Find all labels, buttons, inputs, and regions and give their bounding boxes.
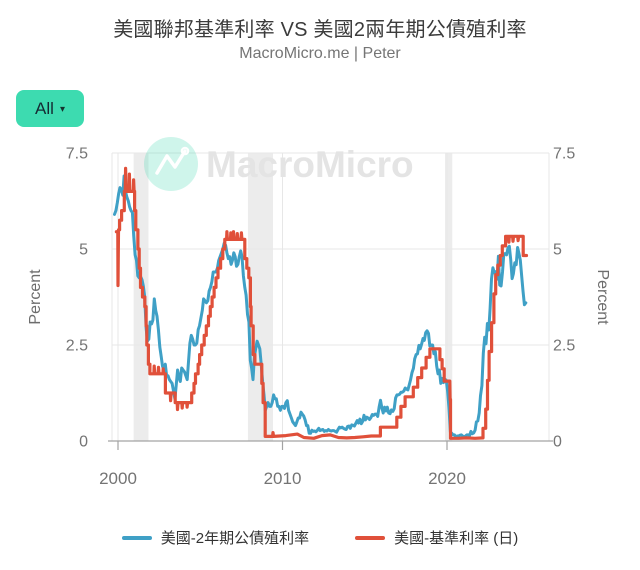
svg-text:2020: 2020 (428, 469, 466, 488)
y-axis-label-right: Percent (594, 269, 611, 325)
svg-text:7.5: 7.5 (66, 146, 88, 163)
svg-text:2000: 2000 (99, 469, 137, 488)
svg-text:7.5: 7.5 (553, 146, 575, 163)
chevron-down-icon: ▾ (59, 104, 65, 115)
y-axis-label-left: Percent (27, 269, 44, 325)
page-title: 美國聯邦基準利率 VS 美國2兩年期公債殖利率 (113, 19, 527, 41)
legend-item-2y-yield[interactable]: 美國-2年期公債殖利率 (121, 527, 310, 548)
legend-item-fed-rate[interactable]: 美國-基準利率 (日) (355, 527, 518, 548)
series-fed-rate-line (114, 166, 529, 440)
watermark-text: MacroMicro (206, 144, 414, 185)
legend: 美國-2年期公債殖利率 美國-基準利率 (日) (0, 527, 640, 548)
time-range-dropdown[interactable]: All ▾ (16, 90, 84, 127)
legend-label-2y-yield: 美國-2年期公債殖利率 (160, 530, 310, 547)
svg-text:0: 0 (79, 434, 88, 451)
svg-text:2.5: 2.5 (66, 338, 88, 355)
svg-text:2.5: 2.5 (553, 338, 575, 355)
svg-text:2010: 2010 (264, 469, 302, 488)
time-range-label: All (35, 98, 54, 118)
legend-swatch-fed-rate (355, 535, 386, 540)
svg-text:5: 5 (79, 242, 88, 259)
svg-text:0: 0 (553, 434, 562, 451)
legend-swatch-2y-yield (121, 535, 152, 540)
svg-text:5: 5 (553, 242, 562, 259)
page-subtitle: MacroMicro.me | Peter (239, 45, 401, 62)
legend-label-fed-rate: 美國-基準利率 (日) (394, 530, 519, 547)
series-2y-yield-line (113, 174, 528, 439)
